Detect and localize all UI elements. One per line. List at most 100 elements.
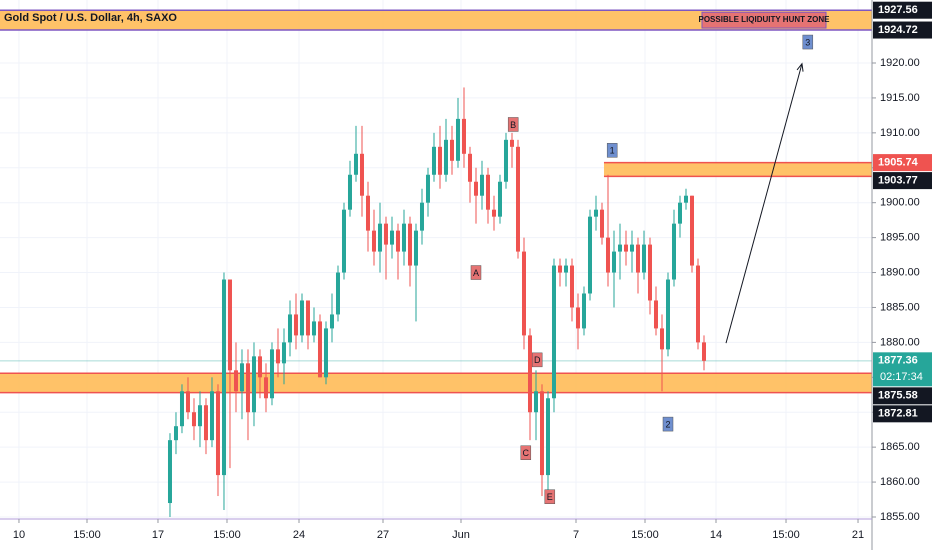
candle-body (443, 139, 448, 175)
y-tick-label: 1880.00 (880, 336, 920, 348)
candle-body (335, 272, 340, 315)
candle-body (641, 244, 646, 273)
candle-body (563, 265, 568, 273)
countdown: 02:17:34 (880, 371, 923, 383)
annotation-box (470, 265, 482, 280)
x-tick-label: 21 (852, 529, 864, 541)
annotation-box (544, 489, 556, 504)
candle-body (467, 153, 472, 182)
annotation-label: 2 (665, 419, 670, 429)
candle-body (509, 139, 514, 147)
candle-body (323, 328, 328, 378)
annotation-label: B (510, 120, 516, 130)
candle-body (329, 314, 334, 329)
zone-label: POSSIBLE LIQIDUITY HUNT ZONE (699, 15, 831, 24)
candle-body (221, 279, 226, 476)
candle-body (371, 230, 376, 252)
candle-body (461, 118, 466, 154)
candle-body (347, 174, 352, 210)
candle-body (545, 398, 550, 476)
candle-body (383, 223, 388, 245)
candle-body (689, 195, 694, 266)
arrow-line (725, 63, 803, 344)
candle-body (167, 440, 172, 504)
zone (603, 162, 872, 177)
annotation-label: E (547, 492, 553, 502)
candle-body (527, 335, 532, 413)
x-tick-label: 15:00 (73, 529, 101, 541)
candle-body (491, 209, 496, 217)
price-label: 1875.58 (878, 390, 918, 402)
annotation-box (531, 352, 543, 368)
annotation-label: C (523, 448, 530, 458)
price-label-box (873, 387, 932, 405)
price-label-box (873, 172, 932, 190)
candle-body (245, 363, 250, 413)
candle-body (473, 181, 478, 196)
annotation-box (507, 117, 519, 132)
x-tick-label: 24 (293, 529, 305, 541)
candle-body (695, 265, 700, 343)
candle-body (287, 314, 292, 343)
x-tick-label: 15:00 (772, 529, 800, 541)
candle-body (455, 118, 460, 161)
candle-body (659, 328, 664, 350)
candle-body (533, 391, 538, 413)
candle-body (203, 405, 208, 441)
candle-body (341, 209, 346, 273)
candle-body (521, 251, 526, 336)
candle-body (677, 202, 682, 224)
candle-body (539, 391, 544, 476)
candle-body (377, 223, 382, 252)
y-tick-label: 1910.00 (880, 127, 920, 139)
y-tick-label: 1860.00 (880, 476, 920, 488)
candle-body (299, 300, 304, 336)
candle-body (185, 391, 190, 413)
y-tick-label: 1895.00 (880, 232, 920, 244)
candle-body (389, 230, 394, 245)
candle-body (359, 153, 364, 196)
x-tick-label: 14 (710, 529, 722, 541)
candle-body (593, 209, 598, 217)
candle-body (479, 174, 484, 196)
candle-body (557, 265, 562, 273)
price-label: 1905.74 (878, 157, 919, 169)
candle-body (305, 300, 310, 336)
price-label: 1924.72 (878, 24, 918, 36)
candle-body (227, 279, 232, 371)
price-label-box (873, 1, 932, 19)
candle-body (293, 314, 298, 336)
candle-body (449, 139, 454, 161)
plot-area: POSSIBLE LIQIDUITY HUNT ZONE A B C D E 1 2 3 (0, 0, 872, 520)
y-tick-label: 1865.00 (880, 441, 920, 453)
price-label: 1927.56 (878, 4, 918, 16)
annotation-label: D (534, 355, 541, 365)
candle-body (179, 391, 184, 427)
candle-body (365, 195, 370, 231)
candle-body (173, 426, 178, 441)
price-label-box (873, 21, 932, 39)
candle-body (431, 146, 436, 175)
candle-body (419, 202, 424, 231)
x-tick-label: 10 (13, 529, 25, 541)
candle-body (647, 244, 652, 301)
y-tick-label: 1890.00 (880, 266, 920, 278)
candle-body (587, 216, 592, 294)
y-tick-label: 1885.00 (880, 301, 920, 313)
candle-body (605, 237, 610, 273)
candle-body (497, 181, 502, 217)
candle-body (209, 391, 214, 441)
candle-body (581, 293, 586, 329)
x-tick-label: 7 (573, 529, 579, 541)
candle-body (353, 153, 358, 175)
y-tick-label: 1900.00 (880, 197, 920, 209)
chart-title: Gold Spot / U.S. Dollar, 4h, SAXO (4, 12, 177, 24)
candle-body (269, 349, 274, 399)
x-tick-label: 15:00 (213, 529, 241, 541)
price-label: 1872.81 (878, 408, 918, 420)
x-tick-label: Jun (452, 529, 470, 541)
candle-body (551, 265, 556, 399)
candle-body (239, 363, 244, 392)
price-axis (872, 0, 932, 550)
